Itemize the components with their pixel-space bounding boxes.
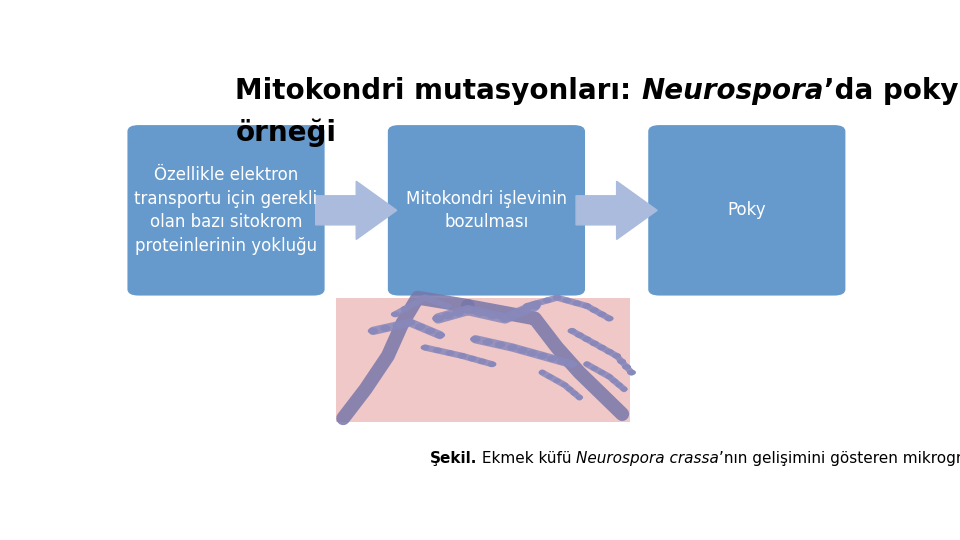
Text: örneği: örneği	[235, 119, 336, 147]
Circle shape	[434, 348, 442, 353]
Circle shape	[612, 354, 620, 358]
Circle shape	[519, 307, 530, 313]
Circle shape	[401, 307, 409, 311]
Circle shape	[573, 301, 581, 305]
Circle shape	[591, 367, 597, 370]
Text: Mitokondri mutasyonları:: Mitokondri mutasyonları:	[235, 77, 641, 105]
Circle shape	[584, 362, 589, 366]
Circle shape	[500, 315, 510, 321]
Polygon shape	[576, 181, 658, 239]
Circle shape	[412, 301, 419, 305]
Circle shape	[590, 308, 598, 312]
Circle shape	[540, 371, 545, 374]
Circle shape	[553, 295, 561, 300]
Text: Ekmek küfü: Ekmek küfü	[477, 451, 577, 466]
Circle shape	[459, 354, 466, 358]
Circle shape	[470, 337, 480, 342]
Text: Neurospora: Neurospora	[641, 77, 824, 105]
Circle shape	[583, 304, 590, 308]
Circle shape	[510, 312, 520, 317]
Circle shape	[612, 379, 617, 382]
Text: Özellikle elektron
transportu için gerekli
olan bazı sitokrom
proteinlerinin yok: Özellikle elektron transportu için gerek…	[134, 166, 318, 255]
Circle shape	[523, 304, 531, 308]
Circle shape	[547, 356, 557, 361]
Circle shape	[508, 345, 516, 350]
Circle shape	[495, 342, 505, 347]
Text: Poky: Poky	[728, 201, 766, 219]
Circle shape	[618, 359, 625, 363]
Circle shape	[478, 359, 486, 363]
Circle shape	[590, 341, 598, 346]
Circle shape	[517, 348, 527, 353]
Circle shape	[567, 362, 576, 367]
Circle shape	[598, 346, 606, 349]
Circle shape	[576, 396, 583, 399]
Circle shape	[543, 298, 551, 302]
Circle shape	[381, 326, 390, 330]
Circle shape	[436, 333, 444, 338]
Circle shape	[623, 365, 631, 369]
Circle shape	[406, 320, 415, 325]
Circle shape	[598, 312, 606, 316]
Circle shape	[483, 340, 492, 345]
Circle shape	[546, 375, 553, 379]
Circle shape	[421, 295, 429, 300]
Circle shape	[453, 310, 463, 316]
Circle shape	[429, 298, 436, 302]
Circle shape	[616, 383, 622, 387]
Circle shape	[576, 333, 583, 337]
Circle shape	[538, 353, 546, 359]
Circle shape	[562, 383, 567, 387]
Circle shape	[571, 392, 577, 395]
Circle shape	[628, 370, 636, 375]
Circle shape	[606, 375, 612, 379]
Text: ’da poky: ’da poky	[824, 77, 958, 105]
FancyBboxPatch shape	[128, 125, 324, 295]
Circle shape	[606, 316, 612, 321]
Circle shape	[468, 356, 476, 361]
Circle shape	[528, 350, 537, 355]
Circle shape	[534, 301, 541, 305]
Text: Şekil.: Şekil.	[430, 451, 477, 466]
Circle shape	[530, 303, 540, 309]
Circle shape	[444, 304, 451, 308]
Circle shape	[443, 313, 453, 319]
Circle shape	[568, 329, 576, 333]
Circle shape	[369, 328, 377, 333]
Circle shape	[489, 362, 495, 366]
Circle shape	[554, 379, 560, 382]
Circle shape	[425, 328, 435, 333]
FancyBboxPatch shape	[648, 125, 846, 295]
Circle shape	[599, 371, 605, 374]
Polygon shape	[316, 181, 396, 239]
Circle shape	[446, 351, 453, 355]
Circle shape	[558, 359, 566, 364]
Circle shape	[564, 298, 571, 302]
Circle shape	[566, 388, 572, 391]
Text: Mitokondri işlevinin
bozulması: Mitokondri işlevinin bozulması	[406, 190, 567, 231]
Text: ’nın gelişimini gösteren mikrograf: ’nın gelişimini gösteren mikrograf	[719, 451, 960, 466]
Text: Neurospora crassa: Neurospora crassa	[577, 451, 719, 466]
FancyBboxPatch shape	[336, 298, 630, 422]
Circle shape	[394, 323, 402, 328]
Circle shape	[416, 324, 424, 329]
Circle shape	[421, 346, 429, 349]
Circle shape	[392, 312, 399, 316]
Circle shape	[621, 388, 627, 391]
Circle shape	[433, 315, 444, 321]
Circle shape	[488, 313, 498, 319]
Circle shape	[463, 307, 473, 313]
Circle shape	[606, 349, 612, 354]
Circle shape	[436, 301, 444, 305]
FancyBboxPatch shape	[388, 125, 585, 295]
Circle shape	[583, 337, 590, 341]
Circle shape	[475, 310, 486, 316]
